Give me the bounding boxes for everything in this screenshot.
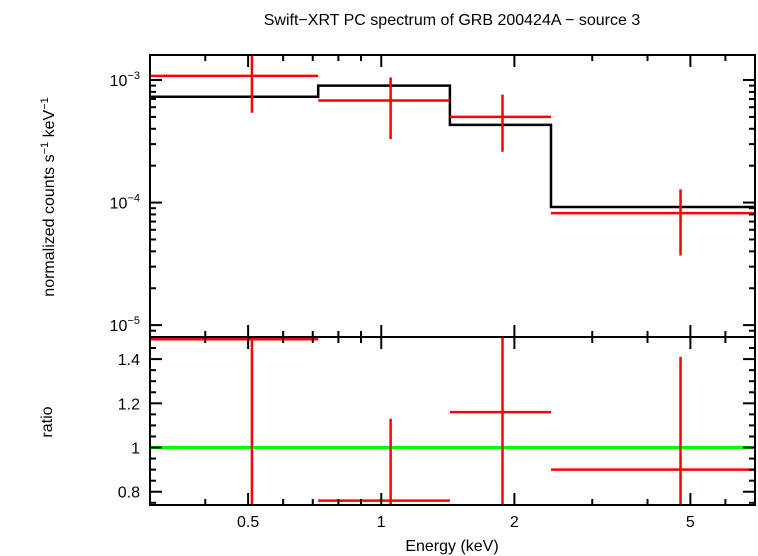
y-tick-label: 10−4 — [110, 193, 140, 213]
y-tick-label: 1 — [131, 441, 140, 458]
ratio-point-2 — [318, 418, 450, 505]
ratio-point-4 — [550, 356, 755, 505]
x-axis-label: Energy (keV) — [405, 538, 498, 555]
y-tick-label: 1.4 — [118, 352, 140, 369]
y-tick-label: 10−3 — [110, 70, 140, 90]
spectrum-point-3 — [449, 94, 551, 152]
ratio-ylabel: ratio — [39, 406, 56, 437]
ratio-frame — [149, 336, 756, 506]
x-tick-label: 1 — [377, 514, 386, 531]
ratio-point-3 — [449, 337, 551, 505]
x-tick-label: 2 — [510, 514, 519, 531]
y-tick-label: 0.8 — [118, 485, 140, 502]
ratio-panel: 0.5 1 2 5 0.8 1 1.2 1.4 — [118, 336, 756, 531]
ratio-point-1 — [150, 337, 319, 505]
spectrum-point-4 — [550, 189, 755, 256]
chart-title: Swift−XRT PC spectrum of GRB 200424A − s… — [264, 12, 641, 29]
spectrum-point-2 — [318, 77, 450, 140]
x-tick-label: 0.5 — [237, 514, 259, 531]
y-tick-label: 1.2 — [118, 396, 140, 413]
spectrum-ylabel: normalized counts s−1 keV−1 — [39, 97, 58, 296]
spectrum-point-1 — [150, 55, 319, 113]
model-step-line — [150, 84, 755, 209]
spectrum-panel: 10−3 10−4 10−5 — [110, 54, 756, 338]
x-tick-label: 5 — [686, 514, 695, 531]
y-tick-label: 10−5 — [110, 315, 140, 335]
